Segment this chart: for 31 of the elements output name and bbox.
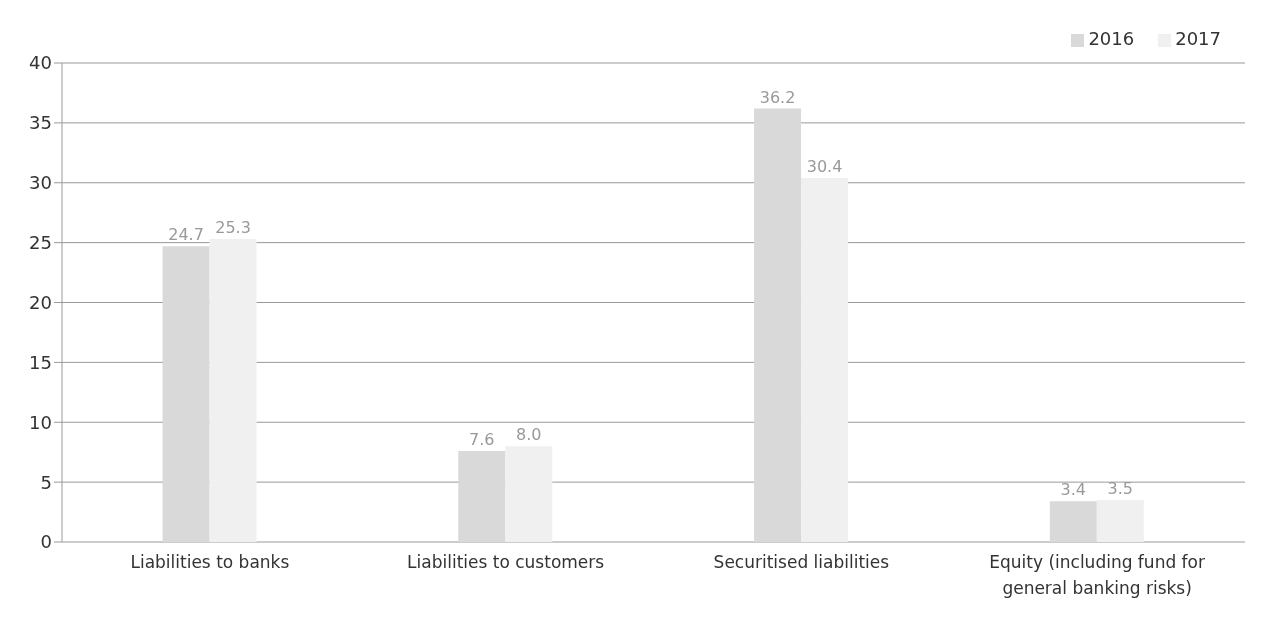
data-label: 8.0 [516, 425, 542, 445]
data-label: 3.4 [1060, 480, 1087, 500]
legend-label: 2016 [1088, 28, 1135, 49]
y-tick-label: 5 [40, 471, 52, 493]
y-tick-label: 35 [29, 112, 52, 134]
legend-label: 2017 [1175, 28, 1221, 49]
y-tick-label: 20 [29, 291, 52, 313]
data-label: 36.2 [759, 87, 796, 107]
x-tick-label: Equity (including fund for general banking risks) [989, 552, 1205, 598]
y-tick-label: 15 [29, 351, 52, 373]
bar [1096, 500, 1144, 542]
bar [505, 446, 553, 542]
x-tick-label: Securitised liabilities [713, 552, 890, 572]
y-tick-label: 30 [29, 172, 52, 194]
x-tick-label: Liabilities to customers [407, 552, 605, 572]
x-tick-label: Liabilities to banks [130, 552, 290, 572]
bar [162, 246, 210, 542]
data-label: 7.6 [469, 429, 495, 449]
bar [801, 177, 849, 542]
data-label: 25.3 [215, 218, 251, 238]
bar [458, 450, 506, 542]
y-tick-label: 40 [29, 52, 52, 74]
bar [754, 108, 802, 542]
bar [1049, 501, 1097, 542]
data-label: 30.4 [806, 156, 843, 176]
y-tick-label: 0 [40, 531, 52, 553]
data-label: 24.7 [168, 225, 204, 245]
y-tick-label: 10 [29, 411, 52, 433]
bar [209, 239, 257, 542]
data-label: 3.5 [1107, 479, 1134, 499]
y-tick-label: 25 [29, 232, 52, 254]
